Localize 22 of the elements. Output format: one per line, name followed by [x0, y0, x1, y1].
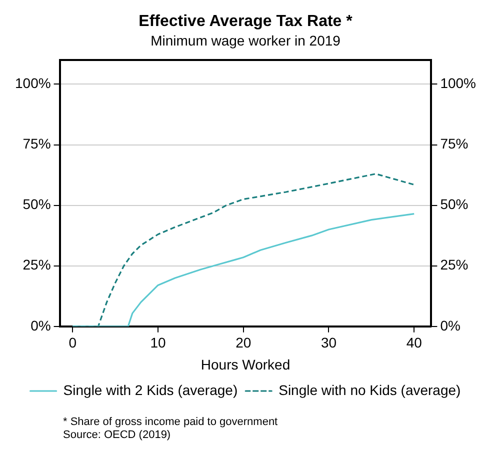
- y-tick-label: 25%: [22, 256, 51, 273]
- legend-label: Single with 2 Kids (average): [63, 382, 238, 398]
- x-tick-label: 0: [68, 334, 77, 351]
- x-tick-label: 10: [150, 334, 166, 351]
- y2-tick-label: 50%: [440, 196, 468, 212]
- x-tick-label: 20: [236, 334, 252, 351]
- y2-tick-label: 75%: [440, 136, 468, 152]
- y-tick-label: 100%: [14, 75, 51, 92]
- x-axis-title: Hours Worked: [200, 356, 290, 372]
- y-tick-label: 50%: [22, 196, 51, 212]
- y2-tick-label: 25%: [440, 256, 468, 273]
- x-tick-label: 40: [406, 334, 422, 351]
- y-tick-label: 75%: [22, 136, 51, 152]
- x-tick-label: 30: [320, 334, 337, 351]
- y-tick-label: 0%: [30, 317, 51, 334]
- legend-label: Single with no Kids (average): [278, 382, 461, 398]
- chart-subtitle: Minimum wage worker in 2019: [150, 32, 341, 48]
- y2-tick-label: 100%: [440, 75, 476, 92]
- source-note: Source: OECD (2019): [63, 429, 172, 442]
- chart-title: Effective Average Tax Rate *: [138, 13, 354, 30]
- y2-tick-label: 0%: [440, 317, 460, 334]
- text: * Share of gross income paid to government: [63, 416, 279, 429]
